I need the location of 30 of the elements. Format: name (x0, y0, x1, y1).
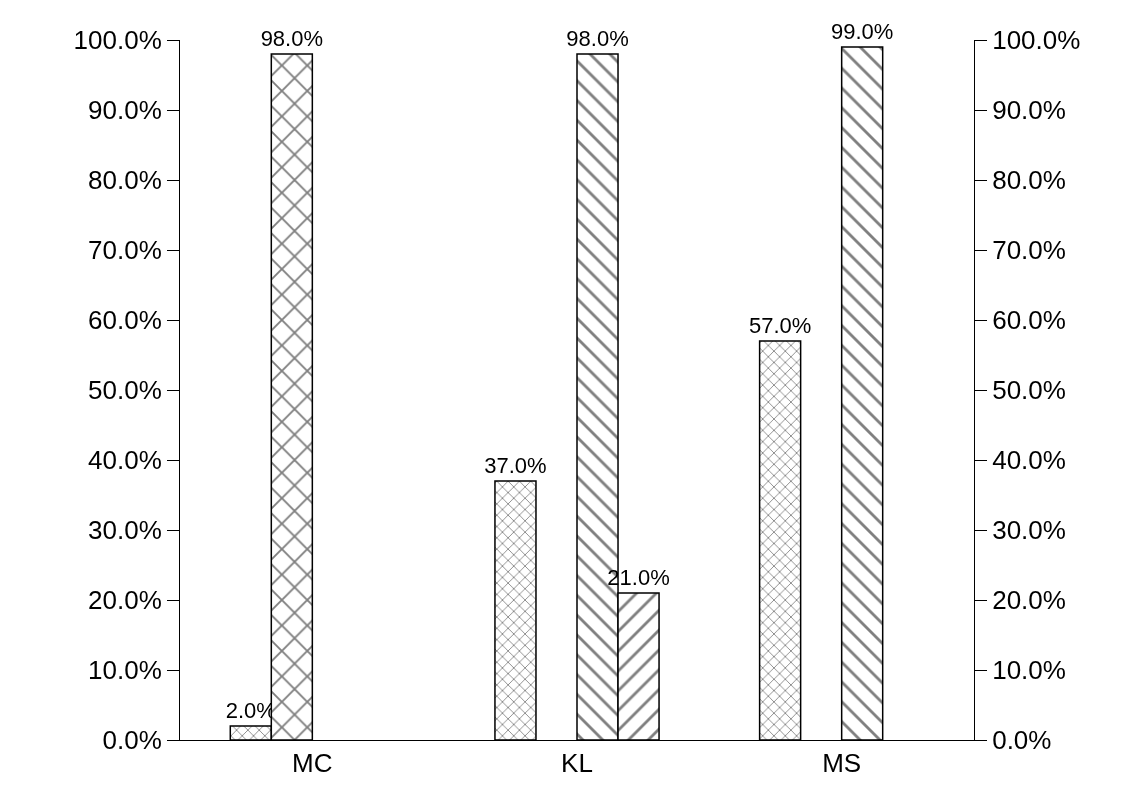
y2-tick-label: 20.0% (992, 585, 1066, 616)
y2-tick-label: 90.0% (992, 95, 1066, 126)
y2-tick-label: 100.0% (992, 25, 1081, 56)
y2-tick-label: 30.0% (992, 515, 1066, 546)
y2-tick-label: 70.0% (992, 235, 1066, 266)
data-label: 57.0% (748, 313, 812, 338)
y-tick-label: 50.0% (88, 375, 162, 406)
data-label: 98.0% (260, 26, 324, 51)
data-label: 37.0% (484, 453, 547, 478)
y2-tick-label: 50.0% (992, 375, 1066, 406)
y2-tick-label: 10.0% (992, 655, 1066, 686)
y-tick-label: 40.0% (88, 445, 162, 476)
y-tick-label: 20.0% (88, 585, 162, 616)
y-tick-label: 80.0% (88, 165, 162, 196)
y2-tick-label: 40.0% (992, 445, 1066, 476)
data-label: 98.0% (566, 26, 629, 51)
y-tick-label: 90.0% (88, 95, 162, 126)
y-tick-label: 0.0% (102, 725, 162, 756)
y-tick-label: 10.0% (88, 655, 162, 686)
x-tick-label: MS (822, 748, 862, 779)
x-tick-label: KL (561, 748, 593, 779)
y2-tick-label: 60.0% (992, 305, 1066, 336)
y2-tick-label: 0.0% (992, 725, 1052, 756)
data-label: 99.0% (830, 19, 894, 44)
x-tick-label: MC (292, 748, 333, 779)
y-tick-label: 60.0% (88, 305, 162, 336)
y-tick-label: 100.0% (73, 25, 162, 56)
y-tick-label: 30.0% (88, 515, 162, 546)
y2-tick-label: 80.0% (992, 165, 1066, 196)
y-tick-label: 70.0% (88, 235, 162, 266)
